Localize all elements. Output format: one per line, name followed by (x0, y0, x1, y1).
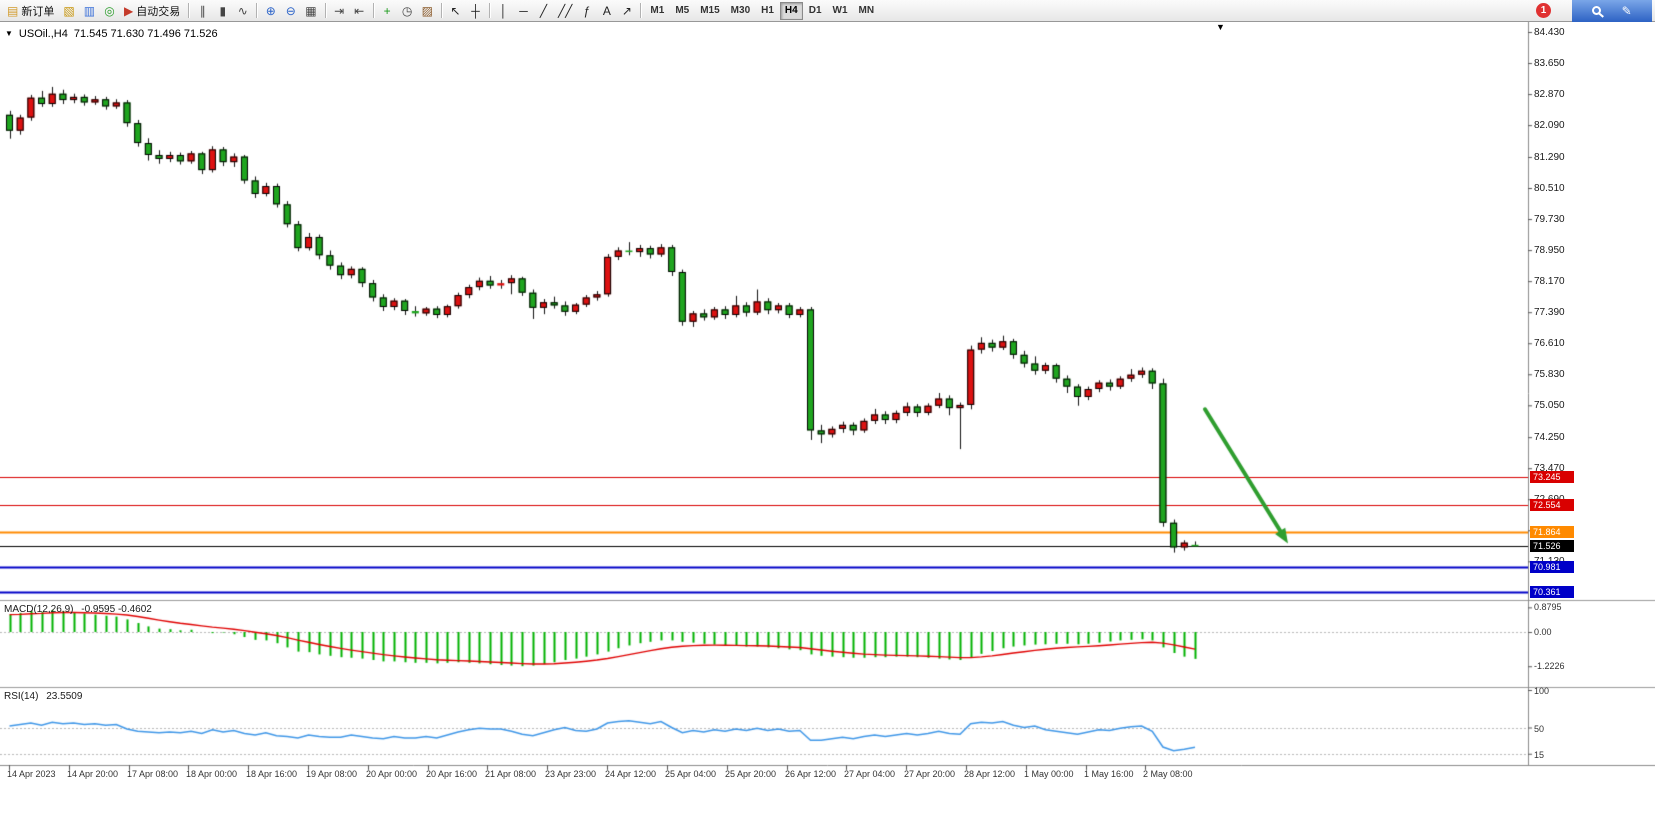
chart-window: ▼ USOil.,H4 71.545 71.630 71.496 71.526 … (0, 22, 1655, 826)
tile-windows-button[interactable]: ▦ (301, 1, 320, 20)
text-button[interactable]: A (597, 1, 616, 20)
auto-scroll-icon: ⇥ (334, 3, 345, 18)
market-watch-button[interactable]: ▥ (80, 1, 99, 20)
templates-icon: ▨ (421, 3, 433, 18)
toolbar: ▤ 新订单 ▧ ▥ ◎ ▶ 自动交易 ∥ ▮ ∿ ⊕ ⊖ ▦ ⇥ ⇤ + ◷ ▨ ↖ ┼ │ ─ ╱ ╱╱ ƒ A ↗ M1 M5 M15… (0, 0, 1655, 22)
new-order-icon: ▤ (7, 3, 19, 18)
timeframe-button-h4[interactable]: H4 (779, 1, 803, 20)
trendline-button[interactable]: ╱ (534, 1, 553, 20)
autotrading-label: 自动交易 (136, 5, 181, 18)
new-order-button[interactable]: ▤ 新订单 (3, 1, 58, 20)
indicators-icon: + (383, 3, 391, 18)
navigator-button[interactable]: ◎ (100, 1, 119, 20)
toolbar-separator (488, 3, 490, 18)
timeframe-button-h1[interactable]: H1 (761, 5, 774, 16)
timeframe-button-d1[interactable]: D1 (808, 5, 822, 16)
crosshair-icon: ┼ (471, 3, 480, 18)
text-icon: A (602, 3, 611, 18)
horizontal-line-icon: ─ (519, 3, 528, 18)
market-watch-icon: ▥ (83, 3, 96, 18)
toolbar-separator (324, 3, 326, 18)
templates-button[interactable]: ▨ (418, 1, 437, 20)
autotrading-button[interactable]: ▶ 自动交易 (120, 1, 184, 20)
toolbar-separator (440, 3, 442, 18)
zoom-in-icon: ⊕ (265, 3, 276, 18)
timeframe-button-w1[interactable]: W1 (832, 5, 848, 16)
cursor-icon: ↖ (450, 3, 461, 18)
crosshair-button[interactable]: ┼ (466, 1, 485, 20)
fibonacci-icon: ƒ (583, 3, 591, 18)
window-corner: ✎ (1572, 0, 1652, 22)
arrows-button[interactable]: ↗ (617, 1, 636, 20)
tile-windows-icon: ▦ (305, 3, 317, 18)
vertical-line-button[interactable]: │ (494, 1, 513, 20)
fibonacci-button[interactable]: ƒ (577, 1, 596, 20)
zoom-out-icon: ⊖ (285, 3, 296, 18)
line-chart-button[interactable]: ∿ (233, 1, 252, 20)
autotrading-icon: ▶ (124, 3, 134, 18)
arrows-icon: ↗ (621, 3, 632, 18)
toolbar-separator (188, 3, 190, 18)
timeframe-button-mn[interactable]: MN (858, 5, 875, 16)
search-icon[interactable] (1592, 6, 1602, 15)
horizontal-line-button[interactable]: ─ (514, 1, 533, 20)
indicators-button[interactable]: + (378, 1, 397, 20)
bars-chart-icon: ∥ (199, 3, 206, 18)
candlestick-chart-icon: ▮ (219, 3, 227, 18)
zoom-in-button[interactable]: ⊕ (261, 1, 280, 20)
line-chart-icon: ∿ (237, 3, 248, 18)
notification-badge[interactable]: 1 (1536, 3, 1551, 18)
timeframe-button-m1[interactable]: M1 (650, 5, 665, 16)
edit-icon[interactable]: ✎ (1621, 3, 1632, 18)
chart-canvas[interactable] (0, 22, 1655, 826)
equidistant-channel-button[interactable]: ╱╱ (554, 1, 576, 20)
candlestick-chart-button[interactable]: ▮ (213, 1, 232, 20)
periods-button[interactable]: ◷ (398, 1, 417, 20)
auto-scroll-button[interactable]: ⇥ (330, 1, 349, 20)
chart-shift-icon: ⇤ (354, 3, 365, 18)
periods-icon: ◷ (401, 3, 413, 18)
toolbar-separator (372, 3, 374, 18)
timeframe-button-m30[interactable]: M30 (730, 5, 751, 16)
timeframe-button-m15[interactable]: M15 (700, 5, 720, 16)
zoom-out-button[interactable]: ⊖ (281, 1, 300, 20)
timeframe-button-m5[interactable]: M5 (675, 5, 690, 16)
new-chart-button[interactable]: ▧ (59, 1, 78, 20)
chart-shift-button[interactable]: ⇤ (350, 1, 369, 20)
trendline-icon: ╱ (539, 3, 548, 18)
toolbar-separator (256, 3, 258, 18)
vertical-line-icon: │ (499, 3, 508, 18)
toolbar-separator (640, 3, 642, 18)
navigator-icon: ◎ (104, 3, 115, 18)
bars-chart-button[interactable]: ∥ (193, 1, 212, 20)
cursor-button[interactable]: ↖ (446, 1, 465, 20)
new-chart-icon: ▧ (63, 3, 75, 18)
new-order-label: 新订单 (21, 5, 55, 18)
equidistant-channel-icon: ╱╱ (557, 3, 573, 18)
